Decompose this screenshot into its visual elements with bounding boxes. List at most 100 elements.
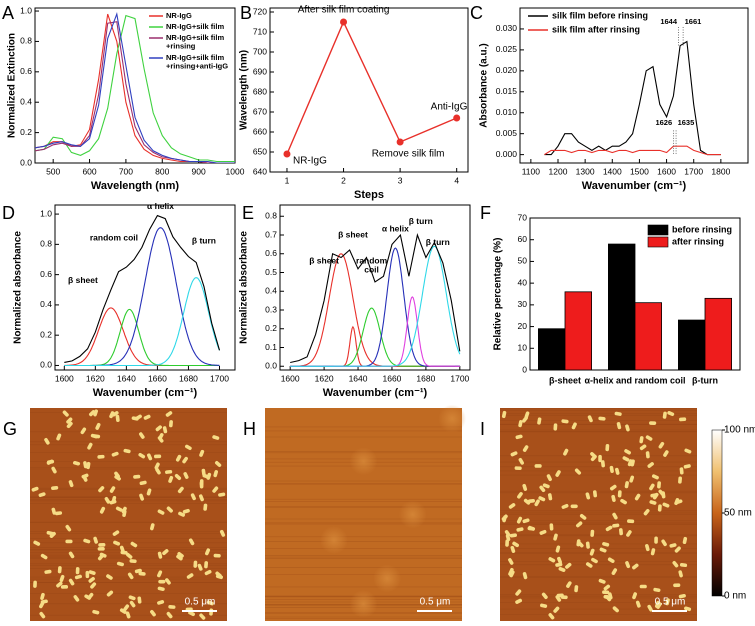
nanorod <box>610 484 617 491</box>
x-axis-title: Wavenumber (cm⁻¹) <box>582 180 687 192</box>
nanorod <box>611 494 616 503</box>
nanorod <box>40 592 45 601</box>
nanorod <box>97 547 105 551</box>
nanorod <box>634 493 641 501</box>
nanorod <box>57 566 62 574</box>
y-tick-label: 10 <box>518 343 528 353</box>
y-tick-label: 40 <box>518 277 528 287</box>
nanorod <box>126 552 133 559</box>
x-tick-label: 800 <box>155 166 169 176</box>
nanorod <box>541 592 548 599</box>
afm-background <box>265 408 462 621</box>
nanorod <box>679 417 687 422</box>
y-tick-label: 690 <box>253 66 267 76</box>
y-tick-label: 0 <box>522 364 527 374</box>
nanorod <box>139 432 145 439</box>
nanorod <box>616 422 622 430</box>
nanorod <box>561 503 569 509</box>
nanorod <box>607 557 615 563</box>
x-tick-label: 1700 <box>684 166 703 176</box>
nanorod <box>153 454 162 459</box>
nanorod <box>682 536 688 545</box>
x-tick-label: β-turn <box>692 375 718 385</box>
data-point <box>340 18 348 26</box>
nanorod <box>155 467 161 475</box>
y-tick-label: 720 <box>253 6 267 16</box>
nanorod <box>539 529 547 535</box>
nanorod <box>650 493 658 498</box>
nanorod <box>90 433 98 439</box>
nanorod <box>522 445 529 452</box>
nanorod <box>516 516 523 524</box>
nanorod <box>501 514 508 521</box>
peak-label: 1644 <box>660 17 678 26</box>
nanorod <box>204 569 212 576</box>
nanorod <box>168 605 176 609</box>
nanorod <box>199 613 206 620</box>
x-tick-label: 1100 <box>522 166 541 176</box>
annotation: β sheet <box>68 275 98 285</box>
y-tick-label: 0.6 <box>20 66 32 76</box>
nanorod <box>83 538 91 544</box>
nanorod <box>198 494 204 502</box>
nanorod <box>155 425 162 432</box>
nanorod <box>157 586 165 592</box>
nanorod <box>658 441 665 449</box>
nanorod <box>177 551 184 558</box>
annotation: β turn <box>409 216 433 226</box>
x-tick-label: 1 <box>285 175 290 185</box>
data-line <box>35 14 235 163</box>
x-tick-label: 1700 <box>210 373 229 383</box>
bar <box>564 291 593 371</box>
nanorod <box>66 421 73 429</box>
nanorod <box>665 598 670 606</box>
y-tick-label: 0.7 <box>265 229 277 239</box>
colorbar-label: 100 nm <box>724 425 755 436</box>
bar <box>608 243 636 371</box>
nanorod <box>684 606 692 612</box>
nanorod <box>80 427 87 435</box>
nanorod <box>62 410 69 417</box>
nanorod <box>219 529 226 537</box>
afm-image <box>500 408 697 621</box>
nanorod <box>518 420 523 428</box>
nanorod <box>65 539 73 544</box>
y-tick-label: 60 <box>518 234 528 244</box>
bar <box>704 297 733 371</box>
y-tick-label: 0.2 <box>40 329 52 339</box>
annotation: β sheet <box>338 229 368 239</box>
panel-label: E <box>242 203 254 223</box>
nanorod <box>678 570 683 578</box>
nanorod <box>516 527 524 532</box>
nanorod <box>505 539 509 547</box>
nanorod <box>602 590 610 595</box>
nanorod <box>522 572 528 580</box>
x-tick-label: 1700 <box>450 373 469 383</box>
nanorod <box>203 503 208 511</box>
nanorod <box>632 563 639 570</box>
y-tick-label: 0.020 <box>496 65 518 75</box>
nanorod <box>650 548 656 556</box>
data-line <box>544 145 721 156</box>
nanorod <box>622 456 630 462</box>
x-tick-label: 1400 <box>603 166 622 176</box>
nanorod <box>111 451 119 457</box>
nanorod <box>675 499 683 505</box>
scale-bar-label: 0.5 μm <box>420 597 451 608</box>
nanorod <box>65 524 72 532</box>
data-point <box>396 138 404 146</box>
nanorod <box>515 434 523 440</box>
point-label: After silk film coating <box>298 5 390 16</box>
nanorod <box>523 498 531 505</box>
nanorod <box>31 486 39 492</box>
nanorod <box>602 542 610 547</box>
annotation: β turn <box>426 237 450 247</box>
y-axis-title: Normalized absorbance <box>13 231 24 344</box>
nanorod <box>165 469 173 474</box>
y-tick-label: 700 <box>253 46 267 56</box>
plot-area <box>544 40 721 156</box>
nanorod <box>611 568 618 575</box>
point-label: Anti-IgG <box>431 102 468 113</box>
nanorod <box>538 496 546 502</box>
